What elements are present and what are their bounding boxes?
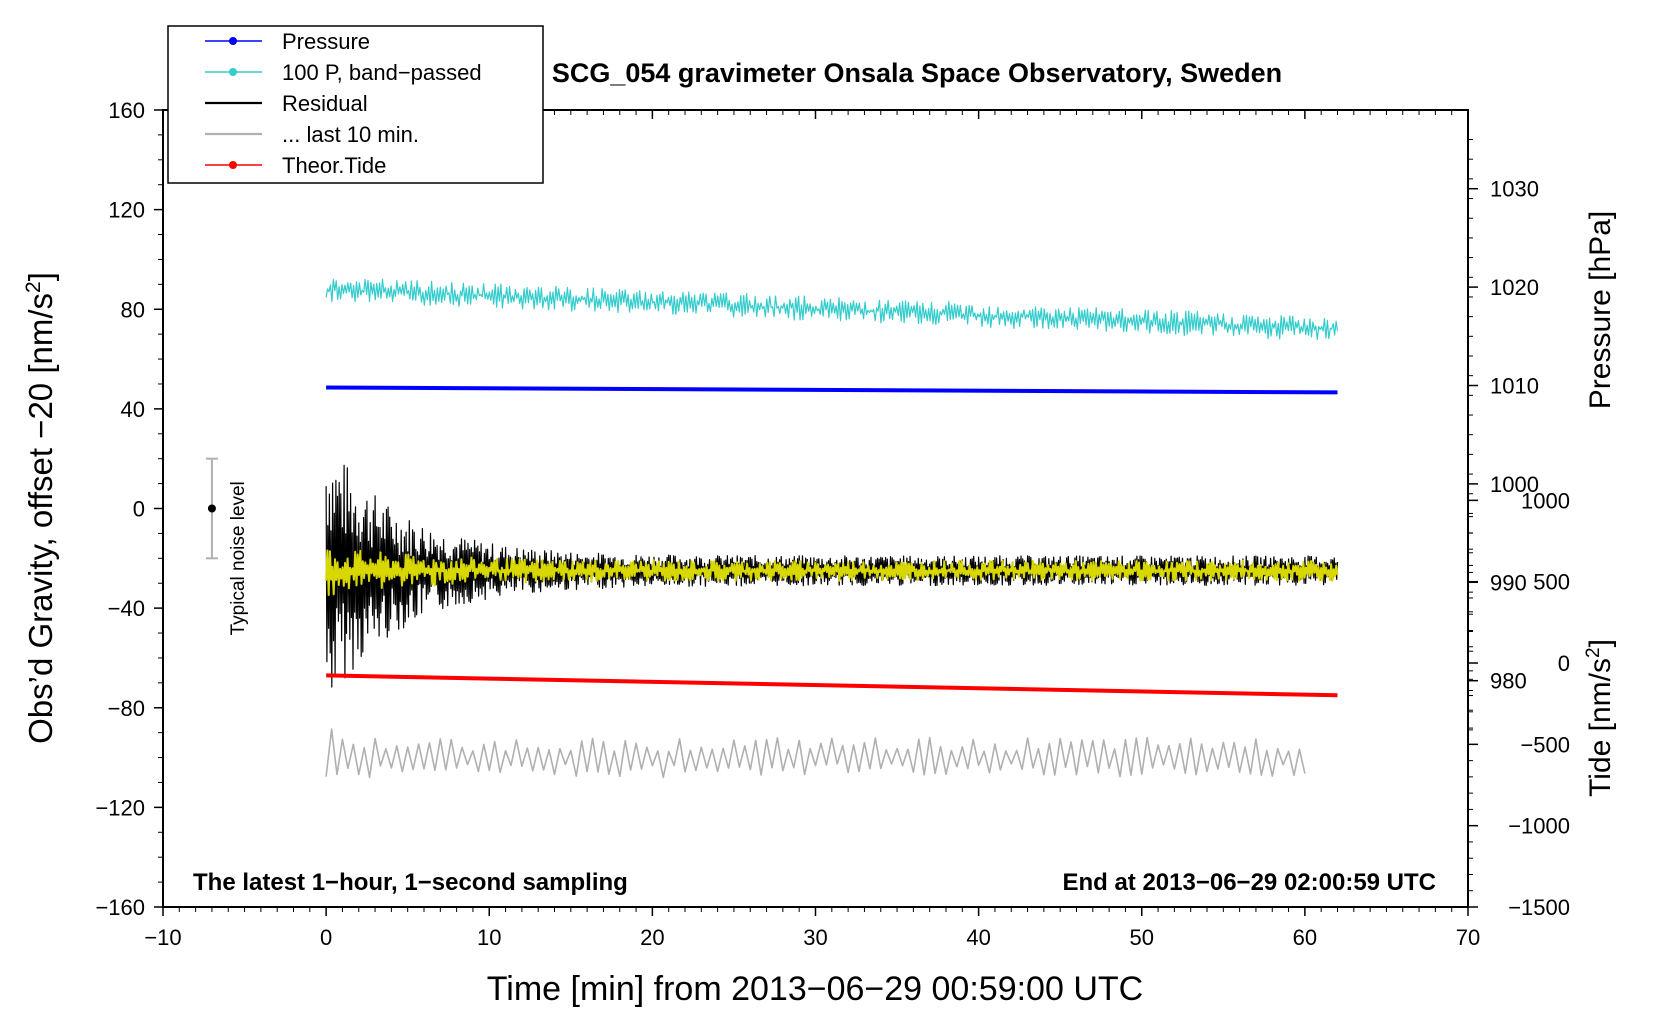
pressure-tick-label: 1000 — [1490, 472, 1539, 497]
series-residual-smoothed — [325, 549, 1339, 596]
y-tick-label: −120 — [95, 795, 145, 820]
x-tick-label: 20 — [640, 925, 664, 950]
annotation-end-time: End at 2013−06−29 02:00:59 UTC — [1062, 869, 1436, 896]
pressure-tick-label: 990 — [1490, 570, 1527, 595]
x-tick-label: 40 — [966, 925, 990, 950]
chart-title: SCG_054 gravimeter Onsala Space Observat… — [552, 58, 1282, 88]
x-tick-label: −10 — [144, 925, 181, 950]
pressure-tick-label: 1030 — [1490, 177, 1539, 202]
legend-label: Pressure — [282, 29, 370, 54]
series-bandpassed-pressure — [325, 278, 1339, 341]
legend-swatch-marker — [229, 161, 237, 169]
noise-label: Typical noise level — [228, 481, 249, 635]
legend-label: 100 P, band−passed — [282, 60, 482, 85]
tide-tick-label: 1000 — [1521, 488, 1570, 513]
tide-tick-label: −1000 — [1508, 814, 1570, 839]
y-axis-label-left: Obs’d Gravity, offset −20 [nm/s2] — [22, 272, 59, 744]
tide-tick-label: −1500 — [1508, 895, 1570, 920]
series-layer — [325, 278, 1339, 779]
pressure-tick-label: 980 — [1490, 669, 1527, 694]
plot-frame — [162, 109, 1469, 908]
legend-swatch-marker — [229, 68, 237, 76]
legend-label: ... last 10 min. — [282, 122, 419, 147]
x-tick-label: 0 — [320, 925, 332, 950]
y-tick-label: −40 — [108, 596, 145, 621]
noise-bar-dot — [207, 504, 216, 513]
series-theoretical-tide — [326, 673, 1338, 698]
series-pressure — [326, 385, 1338, 395]
y-tick-label: 120 — [108, 198, 145, 223]
series-last-10-min — [325, 728, 1306, 779]
legend: Pressure 100 P, band−passed Residual ... la… — [167, 25, 544, 184]
x-tick-label: 50 — [1130, 925, 1154, 950]
legend-label: Residual — [282, 91, 368, 116]
tide-tick-label: 0 — [1558, 651, 1570, 676]
y-tick-label: −160 — [95, 895, 145, 920]
y-axis-label-tide: Tide [nm/s2] — [1583, 639, 1617, 797]
legend-label: Theor.Tide — [282, 153, 386, 178]
x-axis-label: Time [min] from 2013−06−29 00:59:00 UTC — [487, 970, 1143, 1008]
pressure-tick-label: 1010 — [1490, 374, 1539, 399]
y-tick-label: 40 — [121, 397, 145, 422]
legend-box — [167, 25, 544, 184]
x-tick-label: 60 — [1293, 925, 1317, 950]
x-tick-label: 30 — [803, 925, 827, 950]
x-tick-label: 70 — [1456, 925, 1480, 950]
y-tick-label: 80 — [121, 297, 145, 322]
y-axis-label-pressure: Pressure [hPa] — [1584, 211, 1617, 409]
legend-swatch-marker — [229, 37, 237, 45]
annotation-sampling: The latest 1−hour, 1−second sampling — [193, 869, 628, 896]
tide-tick-label: 500 — [1533, 570, 1570, 595]
y-tick-label: −80 — [108, 696, 145, 721]
y-tick-label: 0 — [133, 497, 145, 522]
noise-indicator: Typical noise level — [205, 457, 249, 635]
tide-tick-label: −500 — [1520, 732, 1570, 757]
axes-layer: −10 0 10 20 30 40 50 60 70−160−120−80−4004080120… — [95, 98, 1570, 950]
pressure-tick-label: 1020 — [1490, 275, 1539, 300]
y-tick-label: 160 — [108, 98, 145, 123]
x-tick-label: 10 — [477, 925, 501, 950]
